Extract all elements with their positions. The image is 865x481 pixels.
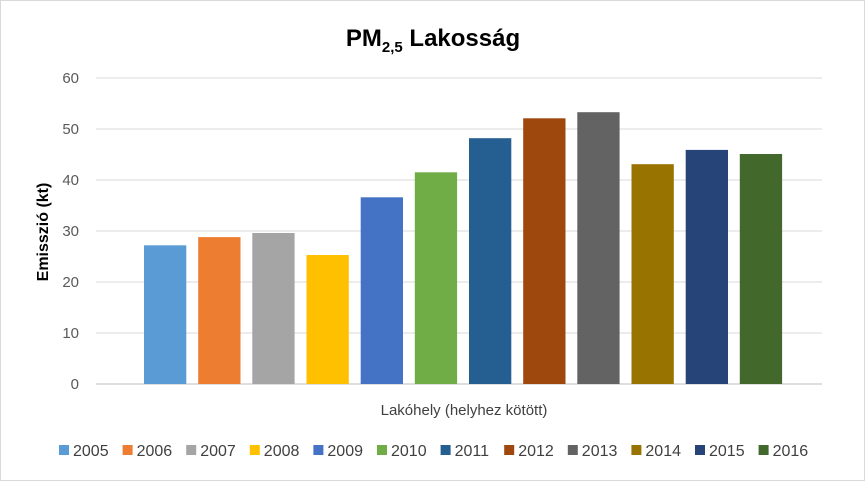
bar-2013 — [577, 112, 620, 384]
y-tick-labels: 0 10 20 30 40 50 60 — [62, 70, 79, 393]
chart-title-subscript: 2,5 — [382, 39, 403, 56]
legend-label-2008: 2008 — [264, 443, 300, 460]
bar-2010 — [414, 172, 458, 384]
legend-swatch-2016 — [758, 445, 769, 455]
y-tick-label: 60 — [62, 70, 79, 87]
y-axis-label: Emisszió (kt) — [35, 183, 52, 282]
bar-2015 — [685, 149, 728, 384]
y-tick-label: 40 — [62, 172, 79, 189]
y-tick-label: 10 — [62, 325, 79, 342]
legend-swatch-2010 — [377, 445, 387, 455]
legend-label-2010: 2010 — [391, 443, 427, 460]
bar-2008 — [306, 255, 349, 384]
legend-label-2013: 2013 — [582, 443, 618, 460]
y-tick-label: 30 — [62, 223, 79, 240]
bar-2009 — [360, 197, 403, 384]
y-tick-label: 50 — [62, 121, 79, 138]
chart-title: PM2,5 Lakosság — [346, 25, 520, 56]
legend: 2005 2006 2007 2008 2009 2010 2011 2012 2013 2014… — [59, 443, 808, 460]
bar-2007 — [252, 233, 295, 384]
legend-label-2014: 2014 — [645, 443, 681, 460]
bar-2011 — [469, 138, 512, 384]
legend-swatch-2008 — [249, 445, 260, 455]
legend-swatch-2014 — [631, 445, 642, 455]
legend-label-2015: 2015 — [709, 443, 745, 460]
legend-label-2011: 2011 — [455, 443, 490, 460]
bar-2014 — [631, 164, 674, 384]
y-tick-label: 0 — [71, 376, 79, 393]
legend-label-2005: 2005 — [73, 443, 109, 460]
bar-2005 — [144, 245, 187, 384]
legend-label-2006: 2006 — [137, 443, 173, 460]
legend-swatch-2007 — [186, 445, 197, 455]
legend-swatch-2015 — [695, 445, 705, 455]
legend-swatch-2011 — [440, 445, 451, 455]
legend-swatch-2006 — [122, 445, 133, 455]
legend-label-2007: 2007 — [200, 443, 236, 460]
y-tick-label: 20 — [62, 274, 79, 291]
chart-title-rest: Lakosság — [403, 25, 520, 52]
legend-label-2016: 2016 — [773, 443, 809, 460]
legend-swatch-2012 — [504, 445, 515, 455]
bars — [144, 112, 783, 385]
bar-2006 — [198, 237, 241, 384]
bar-2016 — [739, 154, 783, 384]
legend-swatch-2009 — [313, 445, 324, 455]
legend-label-2012: 2012 — [518, 443, 554, 460]
legend-swatch-2005 — [59, 445, 69, 455]
legend-label-2009: 2009 — [327, 443, 363, 460]
x-axis-label: Lakóhely (helyhez kötött) — [381, 402, 548, 419]
chart-title-main: PM — [346, 25, 382, 52]
legend-swatch-2013 — [567, 445, 578, 455]
bar-2012 — [523, 118, 566, 385]
